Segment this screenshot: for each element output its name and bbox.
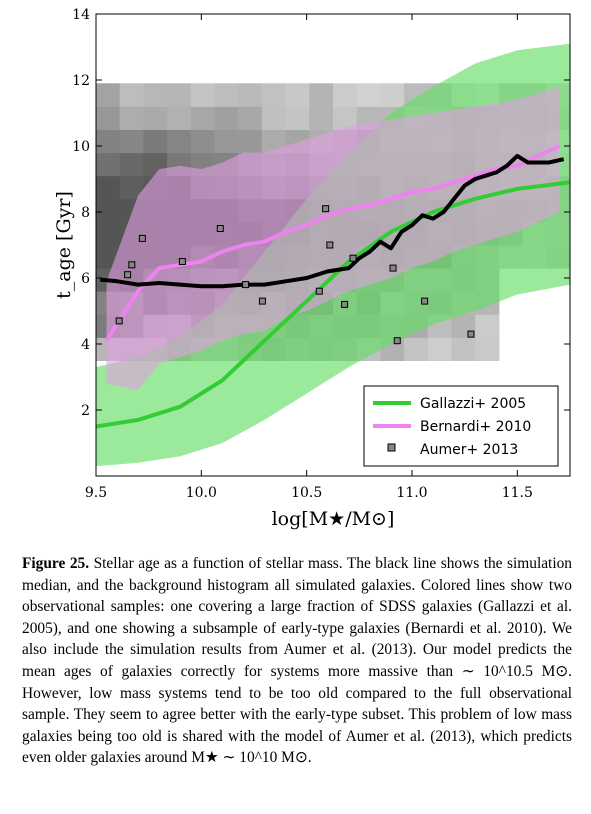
x-tick-label: 11.0 — [396, 485, 427, 501]
aumer-point — [393, 337, 401, 345]
legend-label-gallazzi: Gallazzi+ 2005 — [420, 396, 526, 412]
legend-label-bernardi: Bernardi+ 2010 — [420, 419, 531, 435]
plot-frame — [95, 13, 571, 477]
figure-caption: Figure 25. Stellar age as a function of … — [22, 553, 572, 769]
y-axis-title: t_age [Gyr] — [53, 191, 75, 299]
histogram-cell — [96, 129, 121, 154]
aumer-point — [341, 300, 349, 308]
histogram-cell — [238, 106, 263, 130]
histogram-cell — [143, 83, 168, 107]
histogram-cell — [261, 83, 287, 107]
aumer-point — [115, 317, 123, 325]
y-tick-label: 12 — [72, 73, 90, 89]
y-tick-label: 8 — [81, 205, 90, 221]
caption-label: Figure 25. — [22, 555, 90, 572]
legend: Gallazzi+ 2005 Bernardi+ 2010 Aumer+ 201… — [363, 385, 559, 467]
histogram-cell — [214, 129, 239, 154]
histogram-cell — [96, 106, 121, 130]
histogram-cell — [190, 129, 215, 154]
histogram-cell — [167, 129, 192, 154]
histogram-cell — [167, 83, 192, 107]
histogram-cell — [143, 129, 168, 154]
histogram-cell — [238, 83, 263, 107]
aumer-point — [467, 330, 475, 338]
uncertainty-bands — [96, 43, 570, 467]
histogram-cell — [190, 106, 215, 130]
histogram-cell — [119, 106, 144, 130]
histogram-cell — [333, 106, 358, 130]
aumer-point — [138, 234, 146, 242]
histogram-cell — [261, 129, 287, 154]
histogram-cell — [333, 83, 358, 107]
x-axis-title: log[M★/M⊙] — [272, 508, 395, 530]
histogram-cell — [404, 337, 429, 361]
histogram-cell — [96, 83, 121, 107]
histogram-cell — [475, 337, 500, 361]
gallazzi-line — [96, 180, 570, 429]
axis-ticks: 9.5 10.0 10.5 11.0 11.5 2 4 6 8 10 12 14 — [72, 7, 570, 501]
histogram-cell — [119, 129, 144, 154]
histogram-cell — [96, 152, 121, 177]
y-tick-label: 6 — [81, 271, 90, 287]
aumer-point — [258, 297, 266, 305]
y-tick-label: 2 — [81, 403, 90, 419]
histogram-cell — [451, 337, 476, 361]
series-lines — [96, 144, 570, 429]
axis-titles: log[M★/M⊙] t_age [Gyr] — [53, 191, 394, 530]
histogram-cell — [143, 106, 168, 130]
aumer-point — [349, 254, 357, 262]
histogram-cell — [119, 83, 144, 107]
y-tick-label: 14 — [72, 7, 90, 23]
histogram-cell — [261, 106, 287, 130]
x-tick-label: 9.5 — [85, 485, 107, 501]
x-tick-label: 10.5 — [291, 485, 322, 501]
figure: 9.5 10.0 10.5 11.0 11.5 2 4 6 8 10 12 14 log[M★/M⊙]… — [53, 7, 571, 530]
aumer-point — [178, 258, 186, 265]
legend-marker-aumer — [387, 443, 396, 452]
histogram-cell — [214, 83, 239, 107]
histogram-cell — [190, 83, 215, 107]
aumer-point — [421, 297, 429, 305]
histogram-cell — [285, 106, 310, 130]
histogram-cell — [475, 314, 500, 338]
histogram-cell — [96, 175, 121, 200]
histogram-cell — [119, 152, 144, 177]
aumer-point — [326, 241, 334, 249]
histogram-cell — [285, 83, 310, 107]
aumer-point — [389, 264, 397, 272]
x-tick-label: 10.0 — [186, 485, 217, 501]
histogram-cell — [238, 129, 263, 154]
aumer-point — [128, 261, 136, 269]
histogram-cell — [167, 106, 192, 130]
bernardi-band — [106, 86, 560, 391]
stellar-age-plot: 9.5 10.0 10.5 11.0 11.5 2 4 6 8 10 12 14 log[M★/M⊙]… — [53, 7, 571, 530]
aumer-point — [216, 225, 224, 232]
y-tick-label: 10 — [72, 139, 90, 155]
aumer-point — [242, 281, 250, 289]
simulation-median-line — [99, 153, 565, 289]
legend-label-aumer: Aumer+ 2013 — [420, 442, 518, 458]
histogram-cell — [96, 198, 121, 223]
x-tick-label: 11.5 — [502, 485, 533, 501]
bernardi-line — [104, 144, 561, 342]
y-tick-label: 4 — [81, 337, 90, 353]
histogram-cell — [214, 106, 239, 130]
histogram-cell — [309, 106, 334, 130]
aumer-point — [124, 271, 132, 279]
histogram-cell — [309, 83, 334, 107]
histogram-cell — [96, 221, 121, 246]
caption-text: Stellar age as a function of stellar mas… — [22, 555, 572, 767]
aumer-points — [115, 205, 475, 345]
aumer-point — [322, 205, 330, 213]
aumer-point — [315, 287, 323, 295]
histogram-cell — [380, 83, 405, 107]
histogram-cell — [427, 337, 452, 361]
histogram-cell — [356, 83, 381, 107]
histogram-cell — [119, 175, 144, 200]
